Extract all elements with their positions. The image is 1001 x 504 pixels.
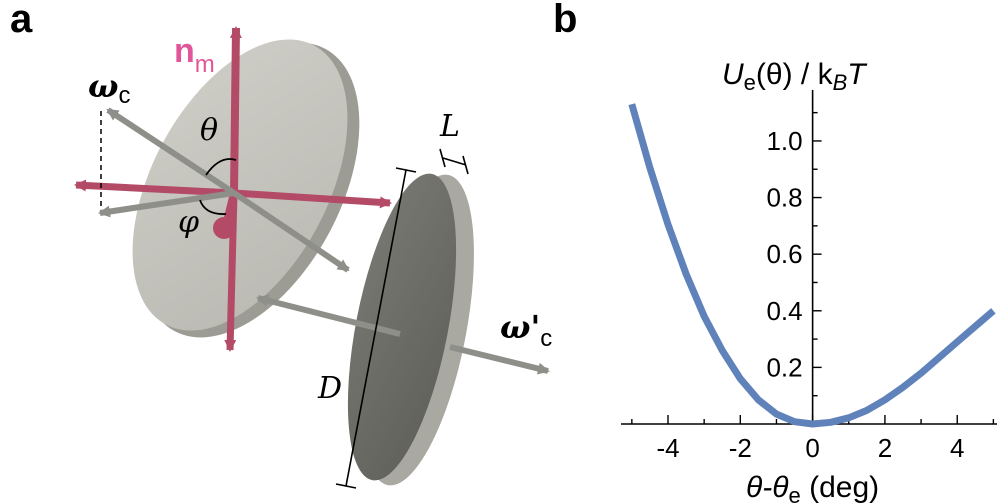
theta-arc [205, 158, 237, 176]
phi-arc [199, 199, 227, 215]
disk-1-face [132, 39, 348, 331]
panel-a: a [10, 0, 552, 489]
disk-2-face [347, 173, 457, 481]
y-tick-label: 1.0 [766, 126, 802, 156]
diameter-marker [335, 167, 417, 489]
D-label: D [317, 371, 342, 406]
diameter-cap-bottom [335, 483, 357, 489]
series-line [628, 103, 996, 428]
thickness-marker [439, 148, 469, 175]
gray-arrow-down-right [232, 190, 350, 273]
x-tick-label: 4 [950, 433, 964, 463]
x-tick-label: 0 [805, 433, 819, 463]
disk-1 [132, 39, 360, 338]
omega-c-prime-arrow [449, 344, 550, 375]
disk-2 [347, 173, 474, 486]
panel-a-label: a [10, 0, 33, 41]
x-tick-label: -2 [729, 433, 752, 463]
omega-c-label: ωc [88, 67, 130, 109]
plot-area: -4 -2 0 2 4 0.2 0.4 0.6 0.8 1.0 [621, 90, 997, 463]
thickness-line [442, 157, 467, 166]
diameter-cap-top [395, 167, 417, 173]
theta-label: θ [200, 113, 218, 148]
diameter-line [345, 169, 407, 487]
omega-c-projection-arrow [98, 190, 235, 218]
red-arrow-down [224, 192, 238, 352]
y-axis-label: Ue(θ) / kBT [722, 58, 868, 95]
y-tick-label: 0.8 [766, 183, 802, 213]
n-m-arrow [229, 26, 242, 194]
L-label: L [439, 109, 460, 144]
panel-b: b Ue(θ) / kBT θ-θe (deg) -4 -2 0 2 4 0.2 0.4 0.… [553, 0, 997, 504]
y-tick-label: 0.2 [766, 352, 802, 382]
omega-c-prime-label: ω'c [500, 308, 552, 352]
phi-label: φ [178, 205, 199, 240]
omega-c-arrow [106, 107, 236, 196]
red-arrow-left [74, 179, 235, 197]
red-arrow-right [233, 189, 392, 209]
x-axis-label: θ-θe (deg) [746, 471, 879, 504]
thickness-cap-left [439, 148, 446, 168]
gray-axis-arrows [98, 107, 350, 273]
x-tick-label: 2 [878, 433, 892, 463]
y-tick-label: 0.4 [766, 296, 802, 326]
panel-b-label: b [553, 0, 577, 41]
y-tick-label: 0.6 [766, 239, 802, 269]
n-m-label: nm [174, 32, 215, 78]
red-axis-arrows [74, 26, 392, 352]
red-arrow-tail-stem [222, 192, 238, 227]
x-tick-label: -4 [656, 433, 679, 463]
thickness-cap-right [462, 155, 469, 175]
